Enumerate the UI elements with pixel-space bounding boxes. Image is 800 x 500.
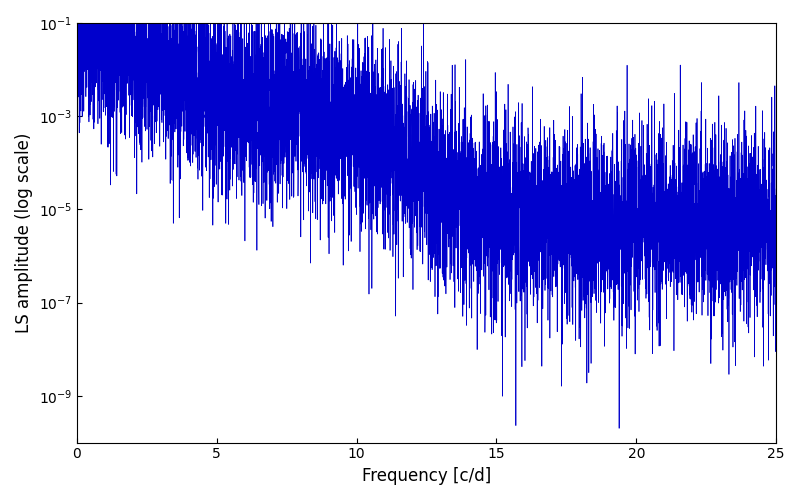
X-axis label: Frequency [c/d]: Frequency [c/d] [362, 467, 491, 485]
Y-axis label: LS amplitude (log scale): LS amplitude (log scale) [15, 132, 33, 333]
